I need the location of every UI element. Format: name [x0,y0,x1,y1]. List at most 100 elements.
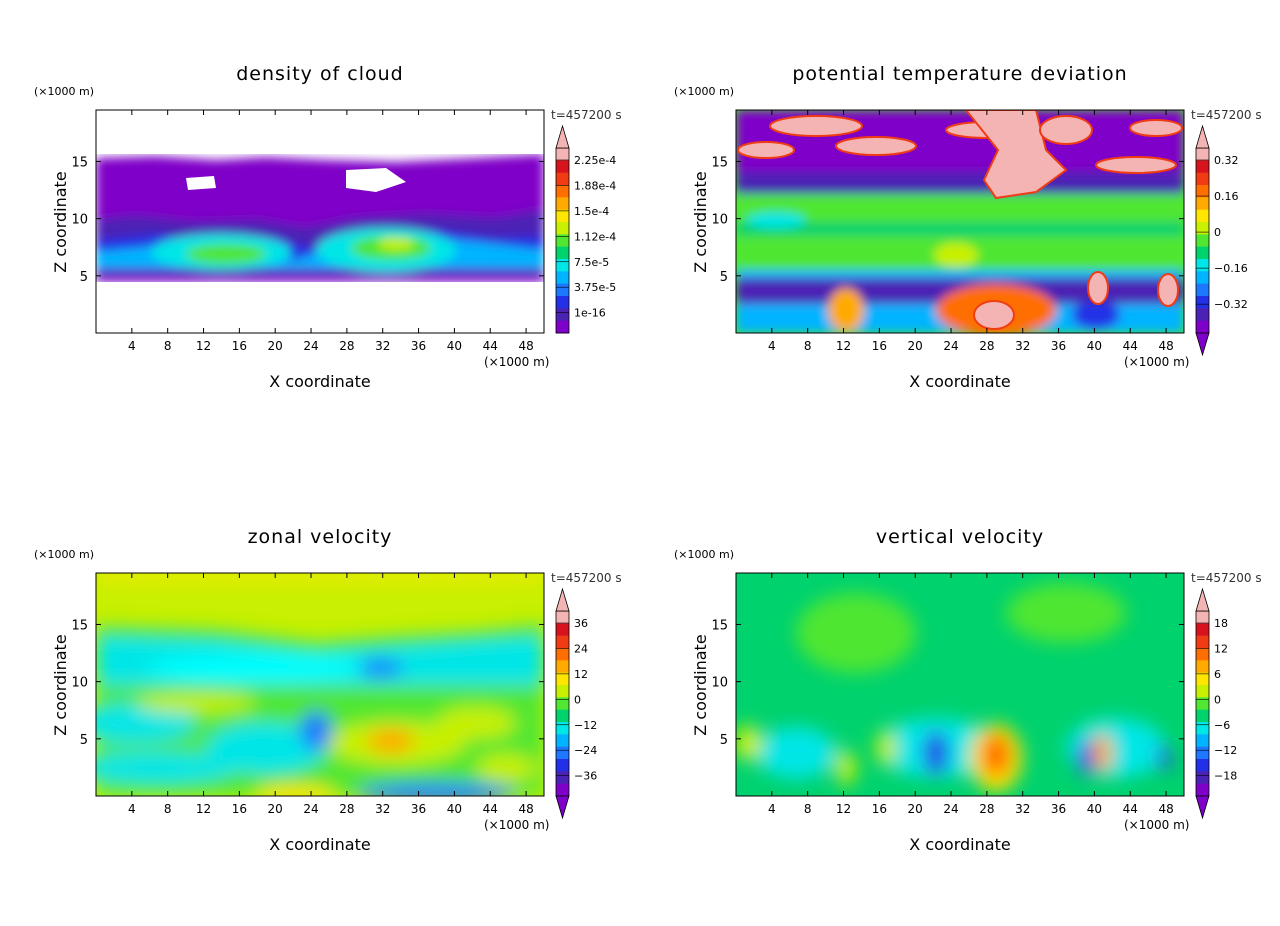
colorbar-label: −18 [1214,770,1237,783]
colorbar-label: 18 [1214,617,1228,630]
colorbar-segment [556,672,569,686]
colorbar-label: 7.5e-5 [574,256,609,269]
colorbar-segment [556,197,569,211]
y-axis-label: Z coordinate [51,634,70,735]
chart-title: potential temperature deviation [792,63,1127,85]
colorbar-segment [556,209,569,223]
x-tick-label: 20 [268,802,283,816]
x-tick-label: 48 [1158,339,1173,353]
colorbar-arrow-bottom [1195,795,1210,820]
x-tick-label: 40 [1087,802,1102,816]
y-unit-label: (×1000 m) [34,85,94,98]
colorbar-label: 6 [1214,668,1221,681]
panel-vertical: vertical velocity (×1000 m) t=457200 s [674,526,1262,854]
colorbar-label: 3.75e-5 [574,281,616,294]
colorbar-segment [556,172,569,186]
colorbar-segment [556,648,569,661]
colorbar-segment [1196,320,1209,334]
y-axis-label: Z coordinate [691,171,710,272]
y-tick-label: 5 [720,270,728,285]
x-tick-label: 44 [1123,802,1138,816]
colorbar-segment [556,320,569,334]
plot-frame [735,572,1185,797]
x-tick-label: 4 [128,339,136,353]
x-tick-label: 12 [196,339,211,353]
colorbar-segment [556,246,569,260]
y-tick-label: 10 [71,213,88,228]
colorbar-segment [1196,648,1209,661]
y-tick-label: 5 [720,733,728,748]
colorbar-label: 2.25e-4 [574,154,616,167]
time-label: t=457200 s [1191,571,1262,585]
colorbar-segment [556,734,569,748]
colorbar-label: −0.32 [1214,298,1248,311]
x-tick-label: 8 [804,339,812,353]
colorbar-segment [1196,771,1209,785]
colorbar-segment [556,722,569,735]
x-unit-label: (×1000 m) [484,355,549,369]
colorbar-label: 36 [574,617,588,630]
x-tick-label: 20 [908,339,923,353]
colorbar-label: −24 [574,744,597,757]
colorbar-segment [1196,197,1209,211]
colorbar-segment [1196,148,1209,161]
x-tick-label: 28 [979,339,994,353]
y-tick-label: 10 [711,213,728,228]
colorbar-segment [1196,209,1209,223]
plot-area [96,573,544,796]
colorbar-segment [1196,185,1209,198]
colorbar-segment [556,160,569,174]
x-tick-label: 40 [447,339,462,353]
x-tick-label: 8 [164,802,172,816]
colorbar-label: −36 [574,770,597,783]
colorbar-segment [1196,709,1209,723]
x-tick-label: 36 [411,802,426,816]
colorbar-segment [1196,623,1209,637]
y-ticks: 5 10 15 [71,618,544,748]
colorbar-segment [556,148,569,161]
x-tick-label: 28 [979,802,994,816]
colorbar-segment [556,759,569,772]
x-axis-label: X coordinate [909,372,1010,391]
colorbar-arrow-bottom [1195,332,1210,357]
colorbar: 18 12 6 0 −6 −12 −18 [1195,587,1237,820]
colorbar-segment [556,185,569,198]
colorbar-segment [1196,271,1209,285]
x-tick-label: 48 [518,802,533,816]
colorbar-segment [1196,722,1209,735]
colorbar-segment [1196,308,1209,322]
y-tick-label: 10 [711,676,728,691]
x-tick-label: 4 [768,802,776,816]
colorbar-segment [556,222,569,235]
colorbar-label: 1.88e-4 [574,179,616,192]
chart-title: density of cloud [236,63,404,85]
x-tick-label: 36 [1051,339,1066,353]
x-tick-label: 4 [128,802,136,816]
y-unit-label: (×1000 m) [674,548,734,561]
colorbar-segment [1196,296,1209,309]
x-tick-label: 8 [164,339,172,353]
y-tick-label: 5 [80,733,88,748]
y-ticks: 5 10 15 [71,155,544,285]
panel-zonal: zonal velocity (×1000 m) t=457200 s [34,526,622,854]
colorbar-segment [1196,660,1209,674]
y-ticks: 5 10 15 [711,155,1184,285]
colorbar: 2.25e-4 1.88e-4 1.5e-4 1.12e-4 7.5e-5 3.75e-5… [555,124,616,334]
colorbar-segment [556,308,569,322]
x-ticks: 4 8 12 16 20 24 28 32 36 40 44 48 [128,573,534,816]
colorbar-segment [556,611,569,624]
x-tick-label: 16 [872,339,887,353]
x-tick-label: 16 [232,339,247,353]
y-axis-label: Z coordinate [691,634,710,735]
y-tick-label: 5 [80,270,88,285]
x-ticks: 4 8 12 16 20 24 28 32 36 40 44 48 [768,110,1174,353]
y-tick-label: 15 [71,155,88,170]
x-tick-label: 24 [943,802,958,816]
x-tick-label: 32 [1015,802,1030,816]
colorbar-label: −12 [1214,744,1237,757]
colorbar-segment [556,685,569,698]
time-label: t=457200 s [1191,108,1262,122]
colorbar-label: 1.5e-4 [574,205,609,218]
colorbar-segment [1196,759,1209,772]
